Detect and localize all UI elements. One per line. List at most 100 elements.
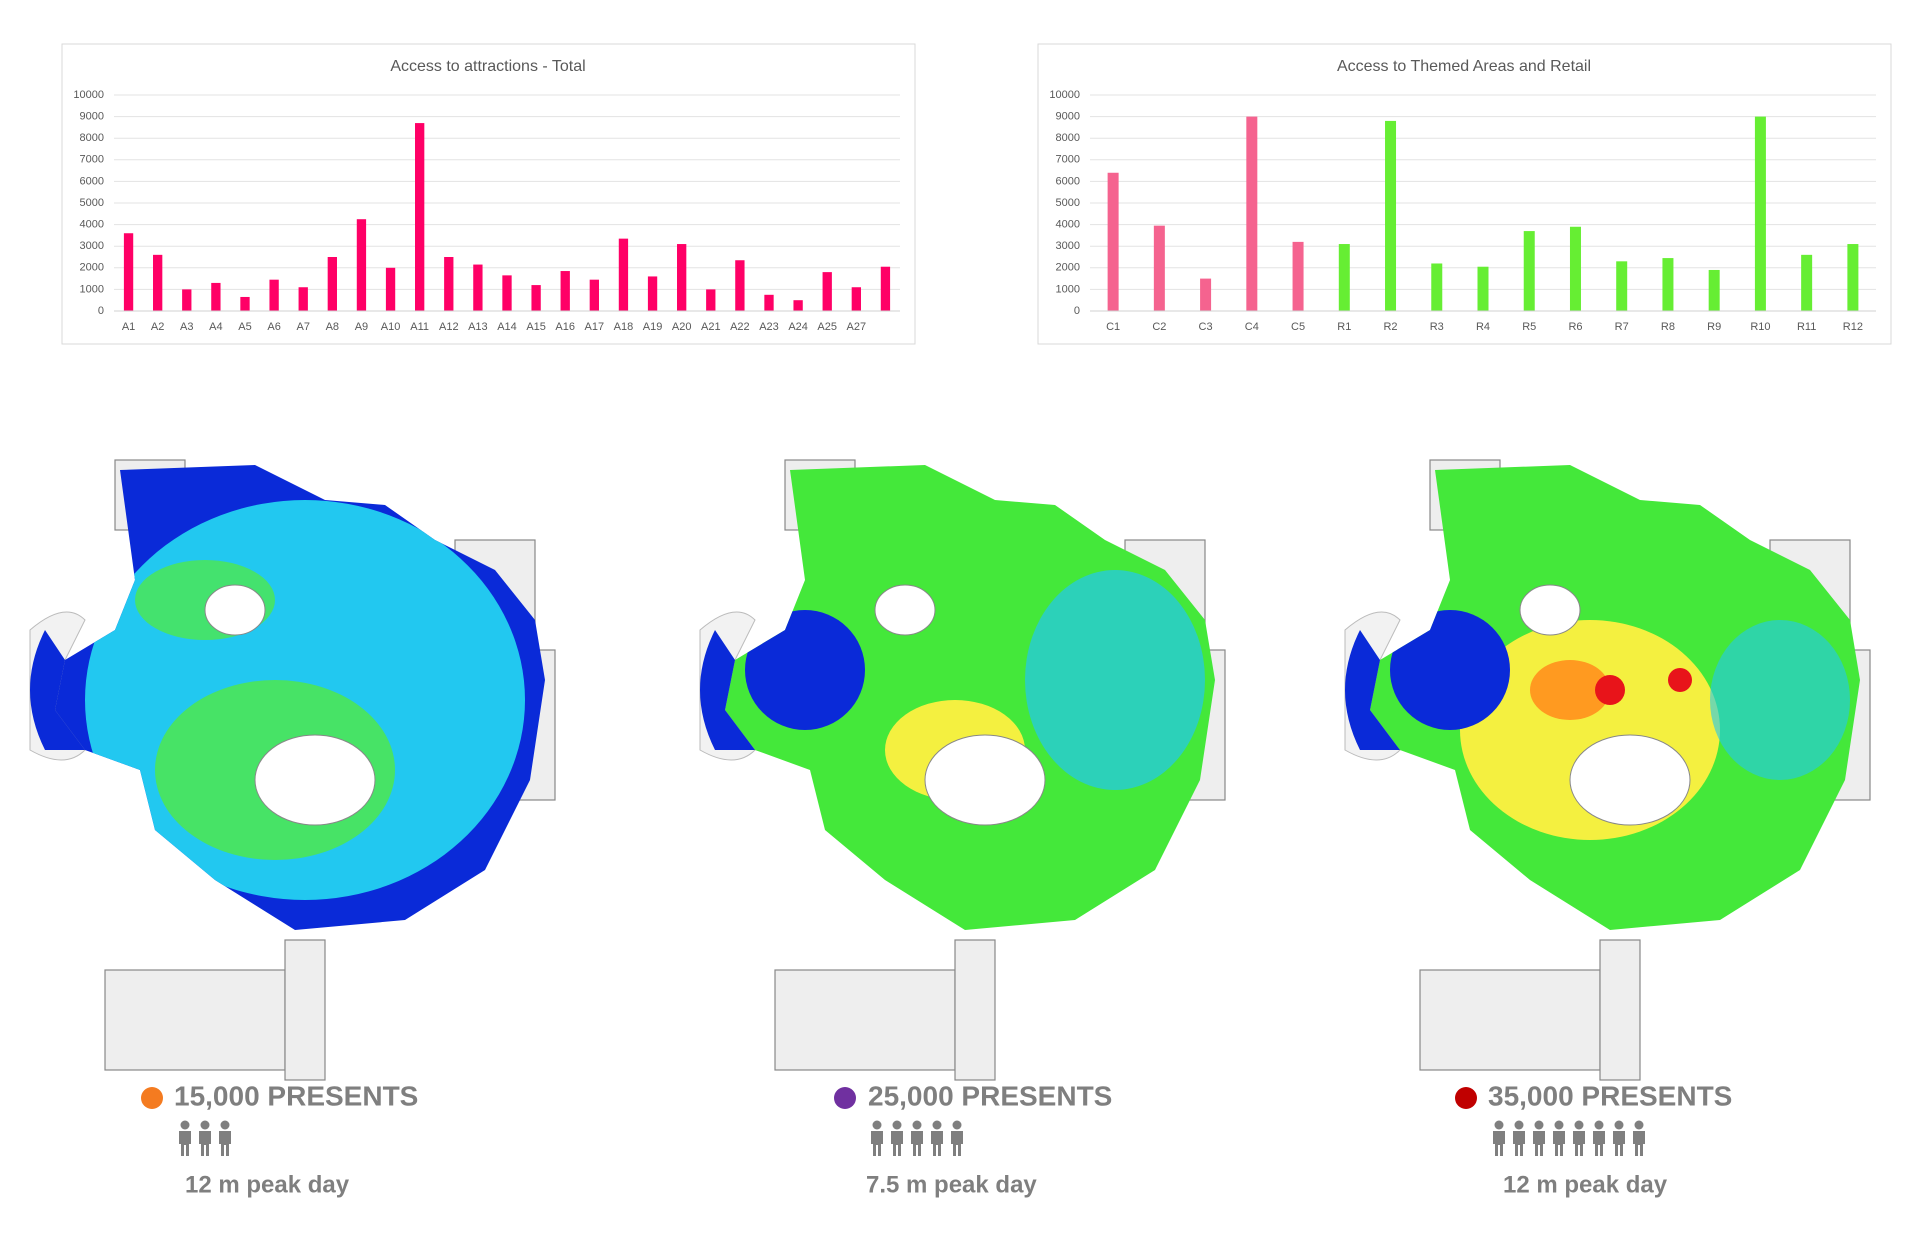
- bar: [793, 300, 803, 311]
- x-tick-label: A18: [614, 321, 634, 333]
- x-tick-label: A11: [410, 321, 429, 333]
- x-tick-label: A16: [555, 321, 575, 333]
- x-tick-label: A4: [209, 321, 222, 333]
- x-tick-label: A15: [526, 321, 546, 333]
- x-tick-label: A12: [439, 321, 459, 333]
- y-tick-label: 8000: [80, 132, 104, 144]
- y-tick-label: 4000: [1056, 219, 1080, 231]
- x-tick-label: R7: [1615, 321, 1629, 333]
- x-tick-label: A7: [296, 321, 309, 333]
- bar: [269, 279, 279, 311]
- scenario-label: 25,000 PRESENTS: [868, 1080, 1112, 1111]
- bar: [1662, 258, 1674, 311]
- bar: [531, 285, 541, 311]
- bar: [560, 271, 570, 311]
- scenario: 35,000 PRESENTS 12 m peak day: [1455, 1080, 1732, 1198]
- bar: [153, 254, 163, 311]
- y-tick-label: 1000: [1056, 283, 1080, 295]
- x-tick-label: C1: [1106, 321, 1120, 333]
- x-tick-label: R2: [1383, 321, 1397, 333]
- bar: [589, 279, 599, 311]
- x-tick-label: A2: [151, 321, 164, 333]
- x-tick-label: A19: [643, 321, 663, 333]
- heatmap-2: [699, 459, 1226, 1081]
- bar: [735, 260, 745, 311]
- y-tick-label: 2000: [1056, 262, 1080, 274]
- chart-frame: [1037, 43, 1892, 345]
- x-tick-label: R1: [1337, 321, 1351, 333]
- x-tick-label: C2: [1152, 321, 1166, 333]
- x-tick-label: C4: [1245, 321, 1259, 333]
- y-tick-label: 4000: [80, 219, 104, 231]
- scenario-dot: [1455, 1087, 1477, 1109]
- x-tick-label: A1: [122, 321, 135, 333]
- scenario-note: 7.5 m peak day: [866, 1171, 1037, 1198]
- x-tick-label: A23: [759, 321, 779, 333]
- y-tick-label: 6000: [1056, 175, 1080, 187]
- scenario: 15,000 PRESENTS 12 m peak day: [141, 1080, 418, 1198]
- bar: [444, 257, 454, 311]
- x-tick-label: A9: [355, 321, 368, 333]
- bar: [822, 272, 832, 311]
- x-tick-label: A27: [847, 321, 867, 333]
- x-tick-label: A3: [180, 321, 193, 333]
- heatmap-3: [1344, 459, 1871, 1081]
- bar: [1292, 241, 1304, 311]
- bar: [415, 123, 425, 311]
- y-tick-label: 1000: [80, 283, 104, 295]
- x-tick-label: A14: [497, 321, 517, 333]
- bar: [1385, 120, 1397, 311]
- x-tick-label: A22: [730, 321, 750, 333]
- y-tick-label: 0: [98, 305, 104, 317]
- scenario-label: 15,000 PRESENTS: [174, 1080, 418, 1111]
- y-tick-label: 10000: [1049, 89, 1080, 101]
- y-tick-label: 7000: [80, 154, 104, 166]
- x-tick-label: R9: [1707, 321, 1721, 333]
- scenario-dot: [834, 1087, 856, 1109]
- x-tick-label: R5: [1522, 321, 1536, 333]
- y-tick-label: 5000: [1056, 197, 1080, 209]
- bar: [647, 276, 658, 311]
- x-tick-label: R6: [1568, 321, 1582, 333]
- heatmap-1: [29, 459, 556, 1081]
- bar: [1569, 226, 1581, 311]
- x-tick-label: A13: [468, 321, 488, 333]
- x-tick-label: A5: [238, 321, 251, 333]
- scenario: 25,000 PRESENTS 7.5 m peak day: [834, 1080, 1112, 1198]
- chart-title: Access to Themed Areas and Retail: [1337, 58, 1591, 75]
- bar: [211, 282, 221, 311]
- y-tick-label: 3000: [80, 240, 104, 252]
- bar: [1200, 278, 1212, 311]
- chart-title: Access to attractions - Total: [390, 58, 585, 75]
- bar: [1801, 254, 1813, 311]
- x-tick-label: R12: [1843, 321, 1863, 333]
- x-tick-label: A20: [672, 321, 692, 333]
- x-tick-label: C3: [1199, 321, 1213, 333]
- y-tick-label: 8000: [1056, 132, 1080, 144]
- y-tick-label: 10000: [73, 89, 104, 101]
- bar: [1246, 116, 1258, 311]
- x-tick-label: A10: [381, 321, 401, 333]
- bar: [1616, 261, 1628, 311]
- bar: [298, 287, 308, 311]
- x-tick-label: A25: [817, 321, 837, 333]
- bar: [1523, 231, 1535, 311]
- scenario-label: 35,000 PRESENTS: [1488, 1080, 1732, 1111]
- bar: [240, 296, 250, 311]
- scenario-dot: [141, 1087, 163, 1109]
- bar: [1708, 269, 1720, 311]
- y-tick-label: 2000: [80, 262, 104, 274]
- x-tick-label: R11: [1797, 321, 1816, 333]
- x-tick-label: A24: [788, 321, 808, 333]
- y-tick-label: 6000: [80, 175, 104, 187]
- bar: [880, 266, 891, 311]
- x-tick-label: A21: [701, 321, 721, 333]
- x-tick-label: A17: [585, 321, 605, 333]
- y-tick-label: 3000: [1056, 240, 1080, 252]
- bar: [502, 275, 512, 311]
- bar: [385, 267, 396, 311]
- x-tick-label: R3: [1430, 321, 1444, 333]
- x-tick-label: R4: [1476, 321, 1490, 333]
- y-tick-label: 0: [1074, 305, 1080, 317]
